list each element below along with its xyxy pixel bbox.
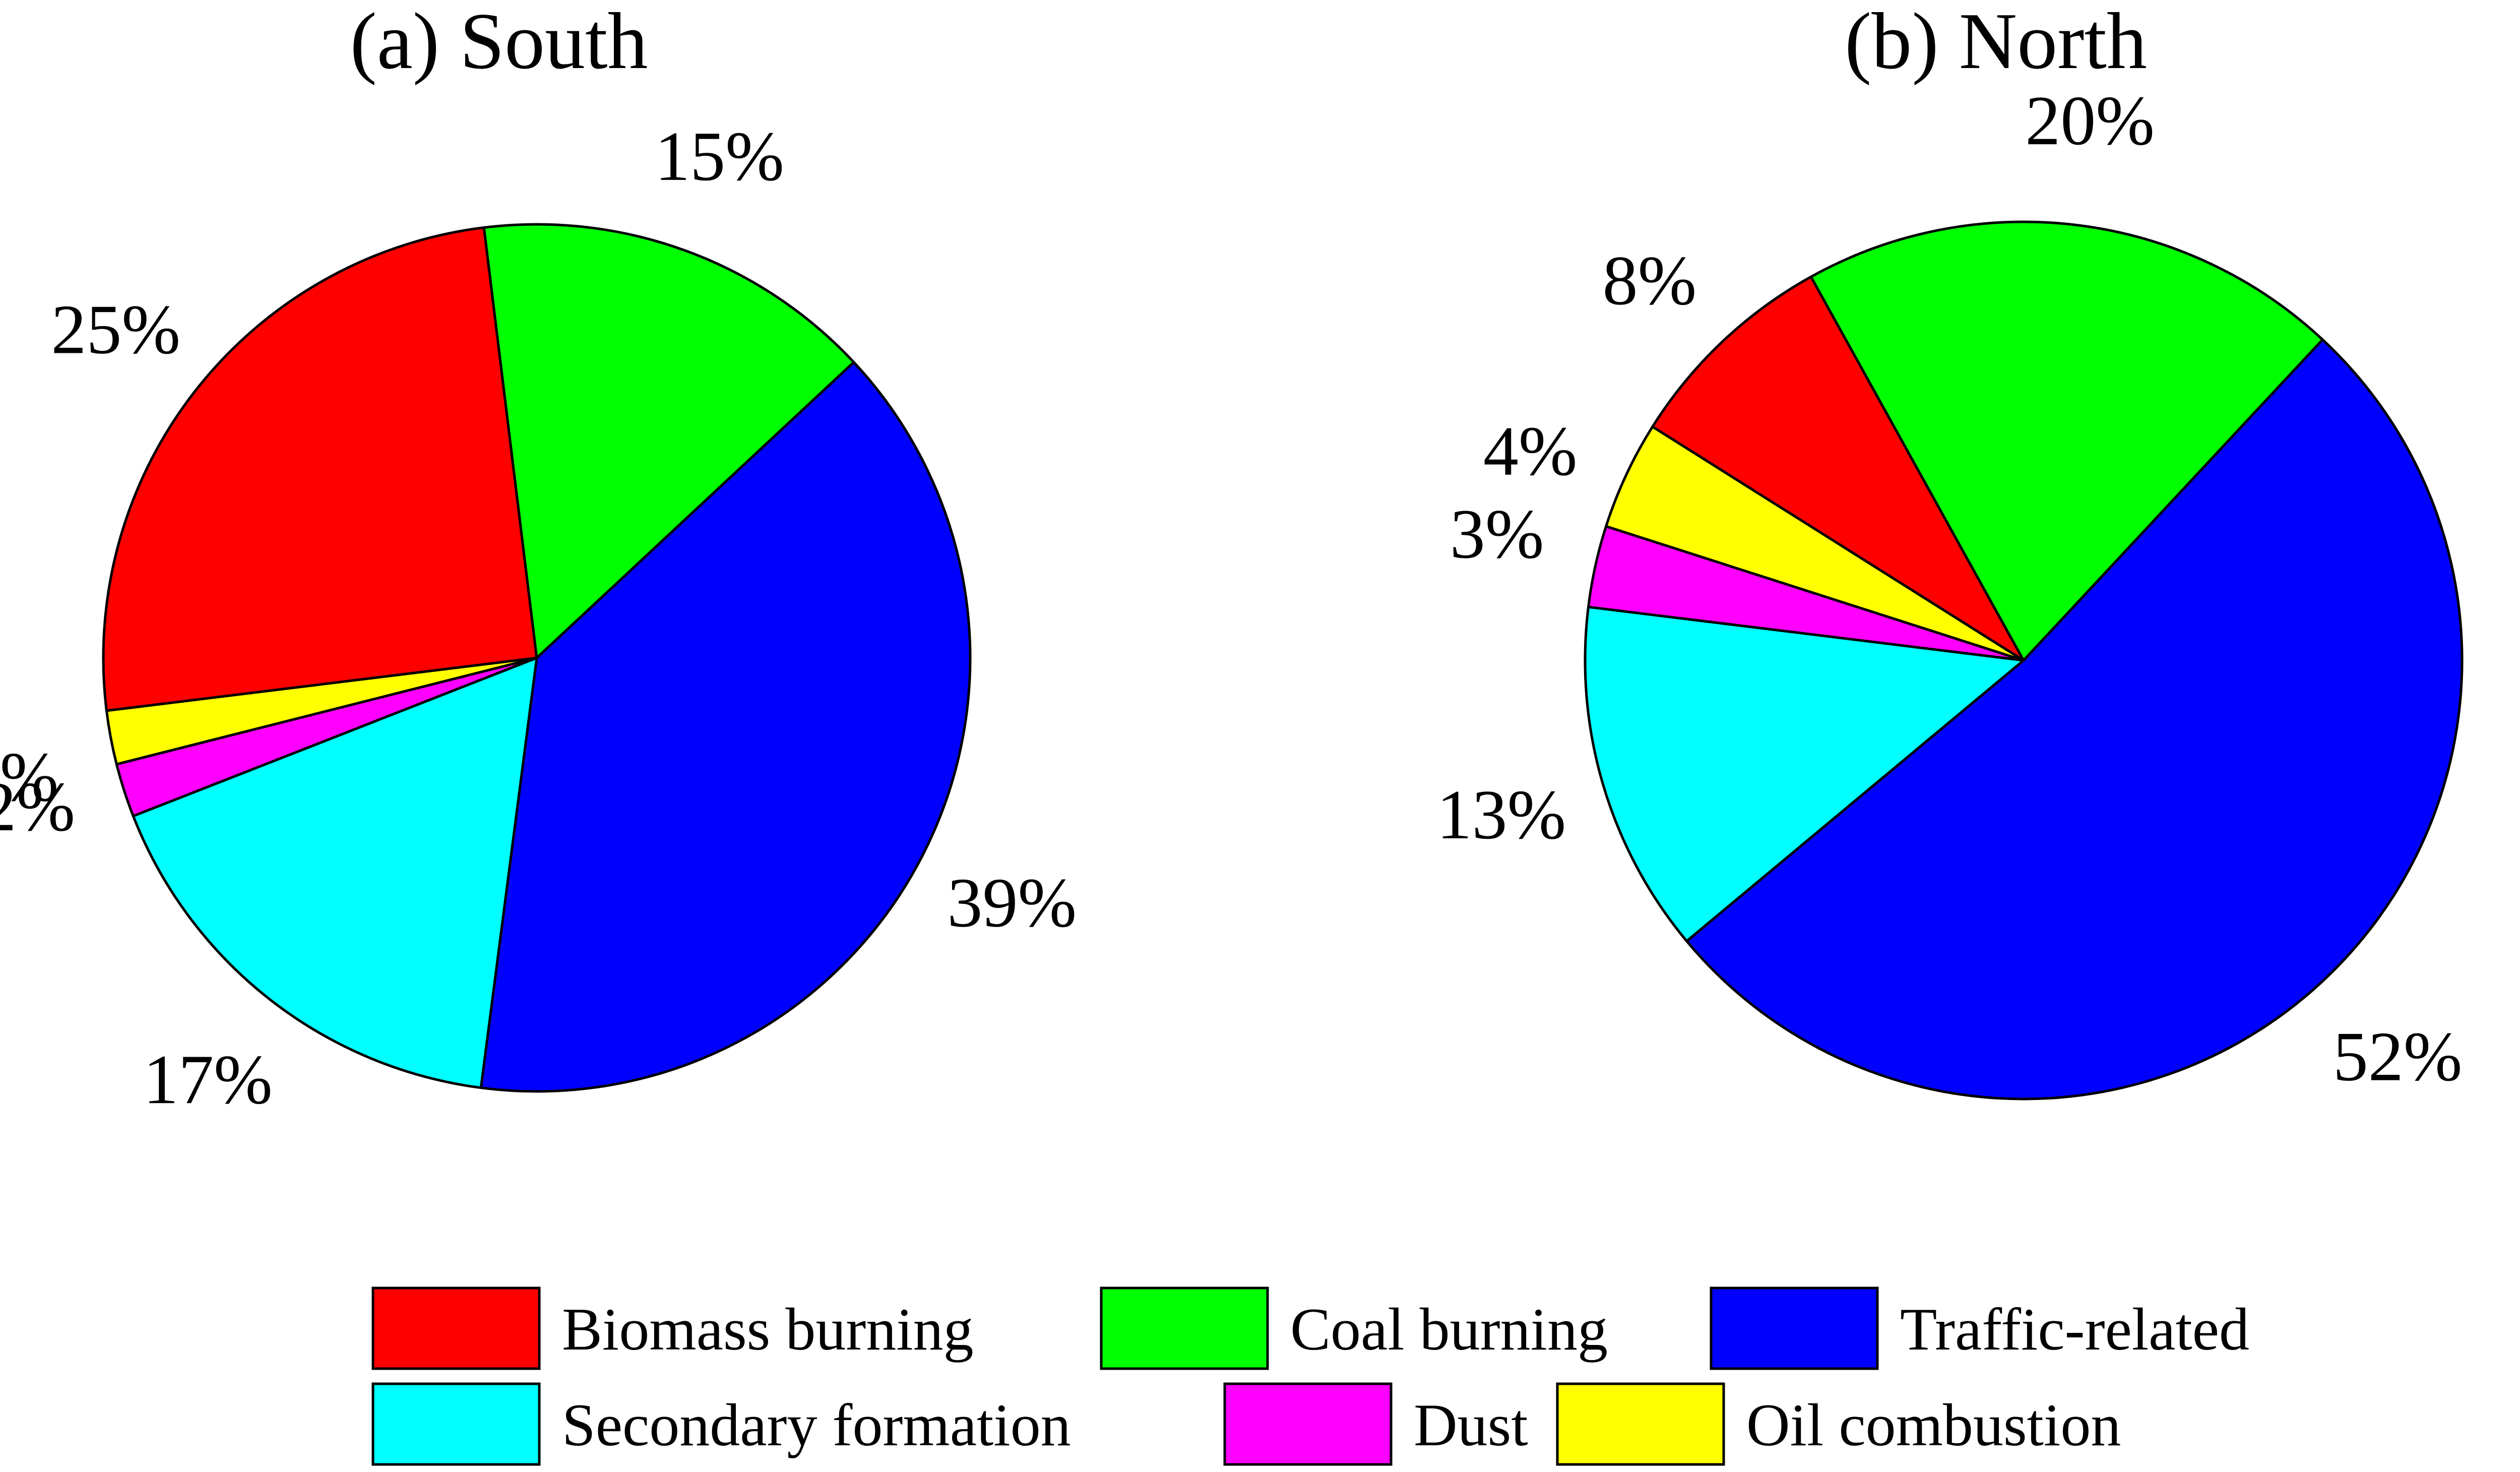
- pie-label-south-biomass-burning: 25%: [51, 290, 180, 369]
- chart-title-north: (b) North: [1845, 0, 2147, 86]
- pie-label-south-traffic-related: 39%: [947, 864, 1077, 942]
- pie-slice-north-oil-combustion: [1605, 425, 2025, 662]
- pie-slice-north-traffic-related: [1685, 338, 2464, 1100]
- pie-label-north-coal-burning: 20%: [2025, 82, 2155, 160]
- pie-label-south-secondary-formation: 17%: [143, 1040, 273, 1119]
- legend-swatch-secondary-formation: [371, 1382, 541, 1466]
- pie-label-south-coal-burning: 15%: [655, 117, 784, 196]
- pie-chart-south: (a) South 39% 17% 2%2% 25% 15%: [0, 0, 1077, 1119]
- pie-slice-south-coal-burning: [482, 223, 855, 659]
- pie-slice-south-biomass-burning: [102, 226, 538, 712]
- pie-label-north-secondary-formation: 13%: [1437, 776, 1566, 854]
- legend-label-traffic-related: Traffic-related: [1900, 1296, 2249, 1363]
- legend-label-oil-combustion: Oil combustion: [1746, 1391, 2121, 1458]
- legend-swatch-oil-combustion: [1556, 1382, 1725, 1466]
- legend-swatch-biomass-burning: [371, 1286, 541, 1370]
- legend-swatch-dust: [1223, 1382, 1393, 1466]
- pie-chart-north: (b) North 52% 13% 3%4% 8% 20%: [1437, 0, 2464, 1100]
- legend-swatch-traffic-related: [1710, 1286, 1879, 1370]
- pie-slice-south-traffic-related: [479, 361, 972, 1093]
- legend: Biomass burning Coal burning Traffic-relat…: [371, 1286, 2249, 1466]
- legend-label-coal-burning: Coal burning: [1290, 1296, 1608, 1363]
- pie-label-north-oil-combustion: 4%: [1483, 412, 1578, 490]
- pie-label-north-traffic-related: 52%: [2333, 1018, 2463, 1096]
- chart-title-south: (a) South: [350, 0, 648, 86]
- pie-label-north-biomass-burning: 8%: [1603, 241, 1697, 320]
- legend-label-biomass-burning: Biomass burning: [562, 1296, 974, 1363]
- pie-label-south-dust: 2%: [0, 768, 75, 846]
- pie-slice-north-secondary-formation: [1584, 605, 2025, 943]
- legend-swatch-coal-burning: [1100, 1286, 1269, 1370]
- pie-slice-north-biomass-burning: [1651, 275, 2025, 662]
- legend-label-dust: Dust: [1414, 1391, 1528, 1458]
- pie-slice-south-secondary-formation: [132, 656, 538, 1089]
- pie-slice-north-coal-burning: [1809, 220, 2324, 662]
- pie-label-north-dust: 3%: [1450, 495, 1544, 573]
- legend-label-secondary-formation: Secondary formation: [562, 1391, 1071, 1458]
- pie-label-south-oil-combustion: 2%: [0, 738, 58, 816]
